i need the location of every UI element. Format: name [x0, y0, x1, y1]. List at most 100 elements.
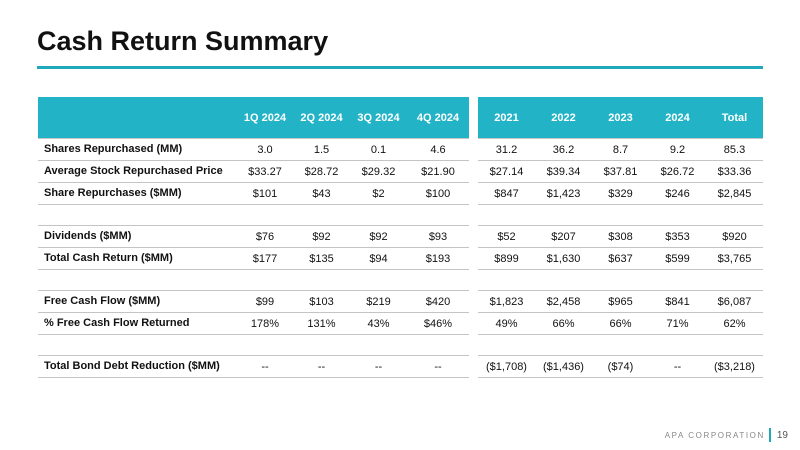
header-cell: 2Q 2024 [293, 97, 350, 139]
gap [469, 312, 478, 335]
cell: $2 [350, 182, 407, 205]
row-label: Share Repurchases ($MM) [38, 182, 237, 205]
spacer [38, 335, 763, 356]
table-row: Average Stock Repurchased Price $33.27 $28… [38, 160, 763, 183]
table-row: % Free Cash Flow Returned 178% 131% 43% $46%… [38, 312, 763, 335]
row-label: Average Stock Repurchased Price [38, 160, 237, 183]
header-cell: 1Q 2024 [237, 97, 293, 139]
title-rule [37, 66, 763, 69]
cell: 3.0 [237, 138, 293, 161]
cell: $37.81 [592, 160, 649, 183]
cell: $1,823 [478, 290, 535, 313]
gap [469, 290, 478, 313]
cell: $76 [237, 225, 293, 248]
table-row: Shares Repurchased (MM) 3.0 1.5 0.1 4.6 31.2 3… [38, 138, 763, 161]
cell: $920 [706, 225, 763, 248]
cell: $965 [592, 290, 649, 313]
cell: $33.36 [706, 160, 763, 183]
cell: $52 [478, 225, 535, 248]
cell: 131% [293, 312, 350, 335]
footer: APA CORPORATION 19 [665, 428, 788, 442]
header-cell [38, 97, 237, 139]
row-label: Dividends ($MM) [38, 225, 237, 248]
cell: 49% [478, 312, 535, 335]
cell: $3,765 [706, 247, 763, 270]
cell: 178% [237, 312, 293, 335]
spacer [38, 205, 763, 226]
gap [469, 355, 478, 378]
cell: $29.32 [350, 160, 407, 183]
cell: 0.1 [350, 138, 407, 161]
cell: 1.5 [293, 138, 350, 161]
cell: ($3,218) [706, 355, 763, 378]
gap [469, 182, 478, 205]
cell: $101 [237, 182, 293, 205]
row-label: Total Bond Debt Reduction ($MM) [38, 355, 237, 378]
table-row: Dividends ($MM) $76 $92 $92 $93 $52 $207 $308 $3… [38, 225, 763, 248]
cell: -- [293, 355, 350, 378]
gap [469, 247, 478, 270]
cell: ($74) [592, 355, 649, 378]
spacer [38, 270, 763, 291]
cell: 9.2 [649, 138, 706, 161]
cell: $93 [407, 225, 469, 248]
spacer-row [38, 270, 763, 291]
cell: $92 [350, 225, 407, 248]
spacer-row [38, 335, 763, 356]
cell: 71% [649, 312, 706, 335]
cell: -- [649, 355, 706, 378]
cell: $21.90 [407, 160, 469, 183]
cell: $2,845 [706, 182, 763, 205]
header-cell: 2021 [478, 97, 535, 139]
page-number: 19 [776, 429, 788, 441]
cell: $420 [407, 290, 469, 313]
cell: -- [350, 355, 407, 378]
cell: 66% [592, 312, 649, 335]
header-cell: 2024 [649, 97, 706, 139]
gap [469, 97, 478, 139]
cell: 8.7 [592, 138, 649, 161]
footer-bar [768, 428, 771, 442]
cell: 4.6 [407, 138, 469, 161]
cell: -- [237, 355, 293, 378]
cell: $94 [350, 247, 407, 270]
header-cell: 3Q 2024 [350, 97, 407, 139]
cell: 36.2 [535, 138, 592, 161]
cell: $26.72 [649, 160, 706, 183]
table-row: Total Cash Return ($MM) $177 $135 $94 $193 $8… [38, 247, 763, 270]
cell: $6,087 [706, 290, 763, 313]
gap [469, 225, 478, 248]
cell: 85.3 [706, 138, 763, 161]
company-name: APA CORPORATION [664, 430, 765, 440]
summary-table: 1Q 2024 2Q 2024 3Q 2024 4Q 2024 2021 2022 2023… [38, 97, 763, 378]
cell: $353 [649, 225, 706, 248]
header-cell: Total [706, 97, 763, 139]
cell: $193 [407, 247, 469, 270]
cell: 31.2 [478, 138, 535, 161]
cell: $329 [592, 182, 649, 205]
table-row: Total Bond Debt Reduction ($MM) -- -- -- --(… [38, 355, 763, 378]
cell: $246 [649, 182, 706, 205]
header-cell: 2023 [592, 97, 649, 139]
row-label: Shares Repurchased (MM) [38, 138, 237, 161]
gap [469, 138, 478, 161]
row-label: Free Cash Flow ($MM) [38, 290, 237, 313]
cell: $2,458 [535, 290, 592, 313]
cell: $207 [535, 225, 592, 248]
table-row: Share Repurchases ($MM) $101 $43 $2 $100 $847… [38, 182, 763, 205]
cell: $28.72 [293, 160, 350, 183]
cell: $899 [478, 247, 535, 270]
cell: $103 [293, 290, 350, 313]
row-label: % Free Cash Flow Returned [38, 312, 237, 335]
cell: $308 [592, 225, 649, 248]
cell: $43 [293, 182, 350, 205]
header-cell: 2022 [535, 97, 592, 139]
cell: -- [407, 355, 469, 378]
cell: $33.27 [237, 160, 293, 183]
header-row: 1Q 2024 2Q 2024 3Q 2024 4Q 2024 2021 2022 2023… [38, 97, 763, 139]
cell: ($1,436) [535, 355, 592, 378]
cell: 62% [706, 312, 763, 335]
cell: $99 [237, 290, 293, 313]
cell: $637 [592, 247, 649, 270]
